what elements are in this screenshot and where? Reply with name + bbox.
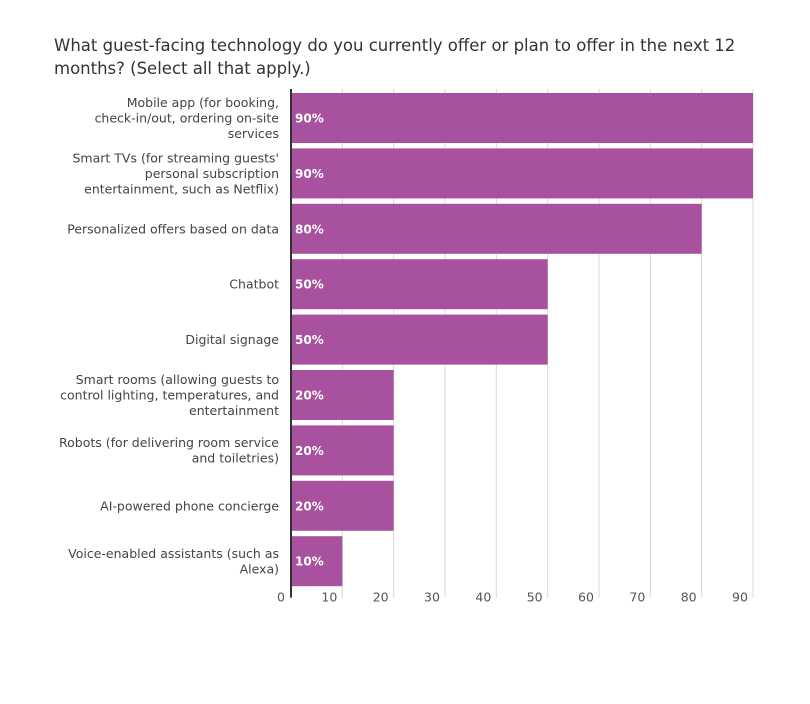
category-label: Chatbot (229, 277, 279, 292)
bar (291, 536, 343, 587)
x-tick-label: 50 (527, 590, 543, 605)
bar (291, 370, 394, 420)
category-label: Voice-enabled assistants (such as Alexa) (68, 546, 279, 577)
data-label: 90% (295, 112, 324, 126)
bar (291, 148, 753, 199)
data-label: 50% (295, 333, 324, 347)
data-label: 20% (295, 499, 324, 513)
x-tick-label: 80 (681, 590, 697, 605)
x-tick-label: 0 (277, 590, 285, 605)
x-tick-label: 60 (578, 590, 594, 605)
x-tick-label: 10 (321, 590, 337, 605)
category-label: Smart rooms (allowing guests to control l… (60, 372, 279, 418)
x-tick-label: 20 (373, 590, 389, 605)
x-tick-label: 40 (475, 590, 491, 605)
bar (291, 480, 394, 531)
category-label: AI-powered phone concierge (100, 498, 279, 513)
data-label: 80% (295, 222, 324, 236)
category-label: Smart TVs (for streaming guests' personal… (72, 150, 279, 196)
data-label: 90% (295, 167, 324, 181)
category-label: Digital signage (185, 332, 279, 347)
bar (291, 93, 753, 143)
x-tick-label: 70 (629, 590, 645, 605)
data-label: 20% (295, 389, 324, 403)
bar (291, 203, 702, 254)
data-label: 50% (295, 278, 324, 292)
data-label: 20% (295, 444, 324, 458)
bar (291, 259, 548, 310)
category-labels: Mobile app (for booking, check-in/out, or… (59, 95, 279, 576)
x-tick-label: 90 (732, 590, 748, 605)
category-label: Personalized offers based on data (67, 221, 279, 236)
x-axis-ticks: 0 10 20 30 40 50 60 70 80 90 (277, 590, 748, 605)
category-label: Robots (for delivering room service and t… (59, 435, 279, 466)
bars: 90% 90% 80% 50% 50% 20% 20% 20% 10% (291, 93, 753, 587)
data-label: 10% (295, 555, 324, 569)
bar (291, 314, 548, 365)
x-tick-label: 30 (424, 590, 440, 605)
category-label: Mobile app (for booking, check-in/out, or… (95, 95, 280, 141)
bar (291, 425, 394, 476)
chart-title: What guest-facing technology do you curr… (54, 36, 736, 78)
